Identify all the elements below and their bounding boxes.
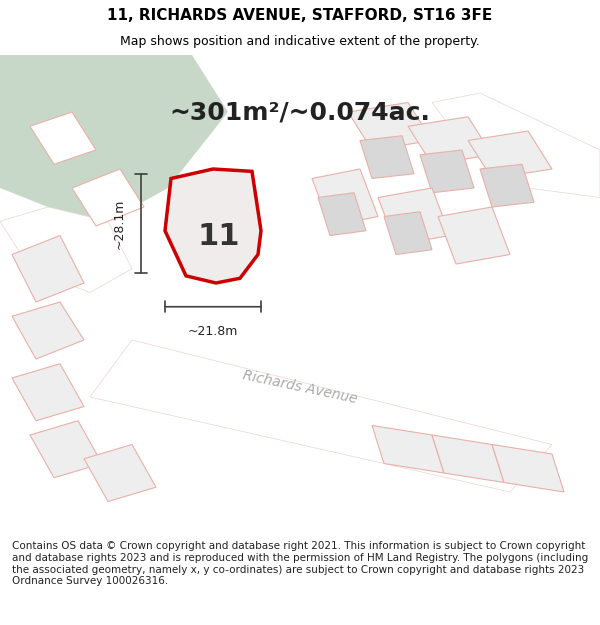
Polygon shape	[348, 102, 432, 150]
Polygon shape	[492, 444, 564, 492]
Polygon shape	[90, 340, 552, 492]
Text: Richards Avenue: Richards Avenue	[241, 369, 359, 406]
Text: 11: 11	[198, 222, 240, 251]
Polygon shape	[432, 93, 600, 198]
Polygon shape	[12, 364, 84, 421]
Polygon shape	[312, 169, 378, 226]
Polygon shape	[360, 136, 414, 179]
Polygon shape	[372, 426, 444, 473]
Polygon shape	[30, 112, 96, 164]
Polygon shape	[318, 192, 366, 236]
Polygon shape	[0, 207, 132, 292]
Polygon shape	[177, 189, 251, 265]
Polygon shape	[378, 188, 450, 245]
Polygon shape	[12, 236, 84, 302]
Polygon shape	[165, 169, 261, 283]
Polygon shape	[480, 164, 534, 207]
Polygon shape	[384, 212, 432, 254]
Text: ~28.1m: ~28.1m	[113, 199, 126, 249]
Polygon shape	[432, 435, 504, 482]
Text: Contains OS data © Crown copyright and database right 2021. This information is : Contains OS data © Crown copyright and d…	[12, 541, 588, 586]
Polygon shape	[84, 444, 156, 501]
Polygon shape	[438, 207, 510, 264]
Text: ~301m²/~0.074ac.: ~301m²/~0.074ac.	[170, 100, 430, 124]
Text: ~21.8m: ~21.8m	[188, 325, 238, 338]
Text: Map shows position and indicative extent of the property.: Map shows position and indicative extent…	[120, 35, 480, 48]
Polygon shape	[12, 302, 84, 359]
Polygon shape	[30, 421, 102, 478]
Polygon shape	[72, 169, 144, 226]
Polygon shape	[420, 150, 474, 192]
Text: 11, RICHARDS AVENUE, STAFFORD, ST16 3FE: 11, RICHARDS AVENUE, STAFFORD, ST16 3FE	[107, 8, 493, 23]
Polygon shape	[0, 55, 228, 221]
Polygon shape	[468, 131, 552, 179]
Polygon shape	[408, 117, 492, 164]
